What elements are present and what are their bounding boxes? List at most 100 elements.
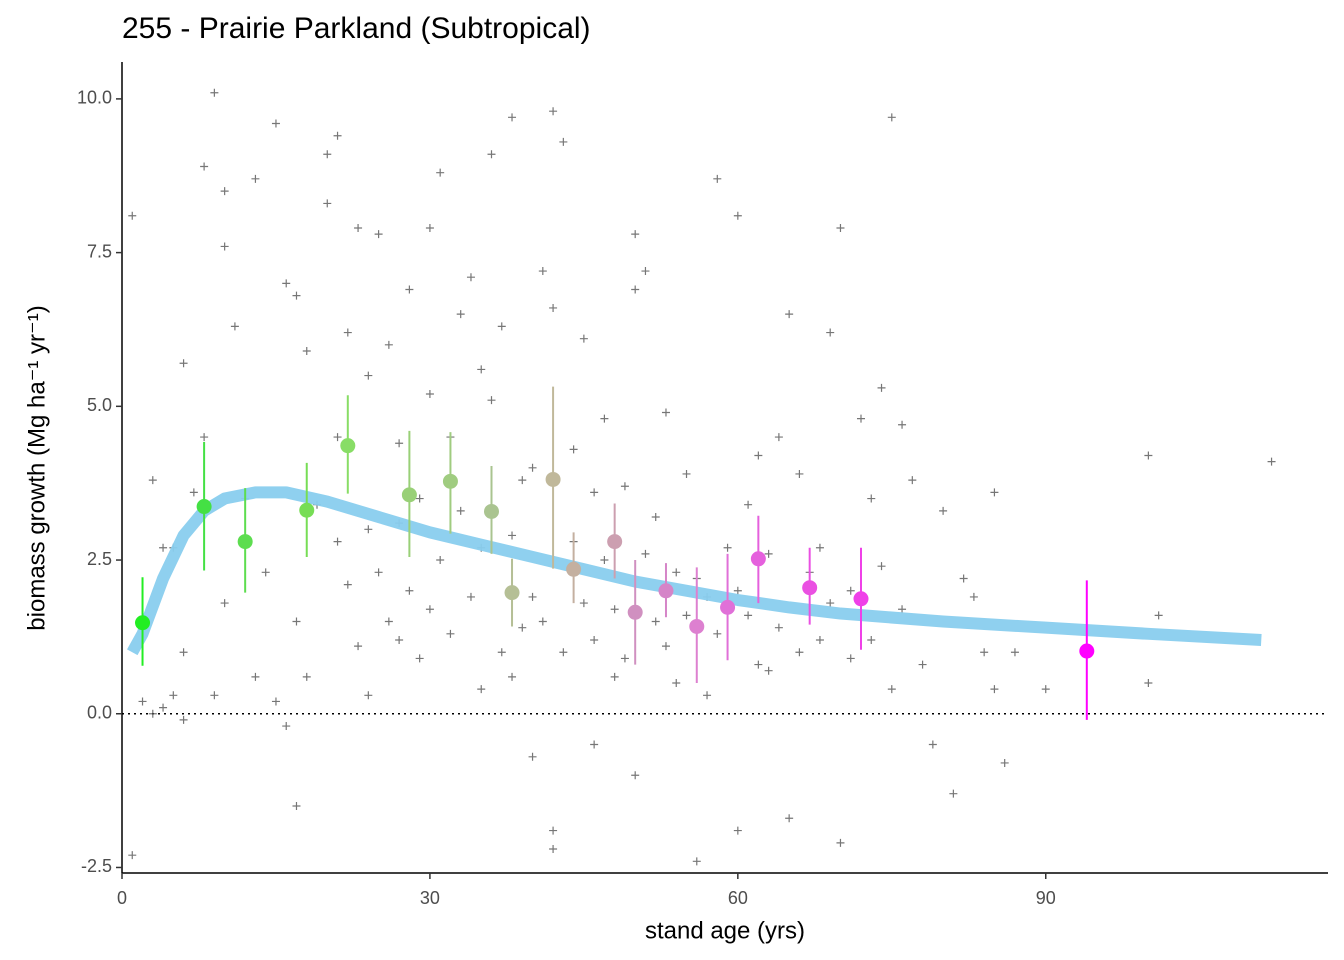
data-point bbox=[682, 611, 691, 620]
data-point bbox=[815, 543, 824, 552]
mean-point bbox=[483, 503, 499, 519]
chart-title: 255 - Prairie Parkland (Subtropical) bbox=[122, 12, 591, 45]
data-point bbox=[579, 334, 588, 343]
data-point bbox=[1144, 679, 1153, 688]
y-tick-label: 10.0 bbox=[77, 88, 112, 108]
data-point bbox=[364, 691, 373, 700]
data-point bbox=[230, 322, 239, 331]
data-point bbox=[1041, 685, 1050, 694]
data-point bbox=[867, 635, 876, 644]
data-point bbox=[733, 586, 742, 595]
data-point bbox=[795, 648, 804, 657]
data-point bbox=[415, 494, 424, 503]
mean-point bbox=[545, 471, 561, 487]
mean-point bbox=[442, 473, 458, 489]
data-point bbox=[179, 359, 188, 368]
data-point bbox=[189, 488, 198, 497]
data-point bbox=[877, 383, 886, 392]
mean-point bbox=[853, 591, 869, 607]
data-point bbox=[343, 580, 352, 589]
data-point bbox=[600, 414, 609, 423]
data-point bbox=[354, 642, 363, 651]
data-point bbox=[518, 476, 527, 485]
data-point bbox=[610, 672, 619, 681]
data-point bbox=[271, 119, 280, 128]
y-tick-label: 2.5 bbox=[87, 549, 112, 569]
data-point bbox=[323, 199, 332, 208]
data-point bbox=[631, 285, 640, 294]
data-point bbox=[918, 660, 927, 669]
data-point bbox=[959, 574, 968, 583]
mean-point bbox=[627, 604, 643, 620]
data-point bbox=[610, 605, 619, 614]
data-point bbox=[826, 599, 835, 608]
data-point bbox=[559, 137, 568, 146]
data-point bbox=[815, 635, 824, 644]
data-point bbox=[764, 666, 773, 675]
mean-point bbox=[340, 438, 356, 454]
data-point bbox=[251, 672, 260, 681]
data-point bbox=[364, 371, 373, 380]
data-point bbox=[405, 285, 414, 294]
data-point bbox=[128, 211, 137, 220]
data-point bbox=[754, 451, 763, 460]
data-point bbox=[446, 629, 455, 638]
data-point bbox=[405, 586, 414, 595]
data-point bbox=[538, 617, 547, 626]
data-point bbox=[179, 715, 188, 724]
data-point bbox=[887, 685, 896, 694]
data-point bbox=[590, 740, 599, 749]
data-point bbox=[508, 672, 517, 681]
data-point bbox=[487, 396, 496, 405]
data-point bbox=[292, 291, 301, 300]
data-point bbox=[169, 691, 178, 700]
data-point bbox=[220, 187, 229, 196]
data-point bbox=[980, 648, 989, 657]
data-point bbox=[333, 537, 342, 546]
data-point bbox=[559, 648, 568, 657]
y-tick-label: 5.0 bbox=[87, 395, 112, 415]
data-point bbox=[713, 174, 722, 183]
data-point bbox=[764, 549, 773, 558]
data-point bbox=[620, 654, 629, 663]
data-point bbox=[826, 328, 835, 337]
data-point bbox=[692, 857, 701, 866]
data-point bbox=[641, 267, 650, 276]
data-point bbox=[887, 113, 896, 122]
mean-point bbox=[750, 551, 766, 567]
data-point bbox=[928, 740, 937, 749]
data-point bbox=[549, 845, 558, 854]
data-point bbox=[159, 543, 168, 552]
data-point bbox=[774, 623, 783, 632]
data-point bbox=[343, 328, 352, 337]
data-point bbox=[282, 279, 291, 288]
data-point bbox=[651, 617, 660, 626]
data-point bbox=[538, 267, 547, 276]
data-point bbox=[733, 826, 742, 835]
data-point bbox=[200, 162, 209, 171]
data-point bbox=[713, 629, 722, 638]
y-tick-label: 7.5 bbox=[87, 241, 112, 261]
data-point bbox=[251, 174, 260, 183]
smooth-curve bbox=[127, 486, 1262, 656]
data-point bbox=[210, 88, 219, 97]
data-point bbox=[364, 525, 373, 534]
data-point bbox=[1144, 451, 1153, 460]
data-point bbox=[661, 642, 670, 651]
data-point bbox=[302, 672, 311, 681]
data-point bbox=[148, 476, 157, 485]
data-point bbox=[333, 131, 342, 140]
data-point bbox=[497, 648, 506, 657]
data-point bbox=[292, 617, 301, 626]
data-point bbox=[528, 592, 537, 601]
data-point bbox=[620, 482, 629, 491]
mean-point bbox=[504, 585, 520, 601]
data-point bbox=[672, 679, 681, 688]
mean-point bbox=[689, 618, 705, 634]
data-point bbox=[466, 273, 475, 282]
data-point bbox=[487, 150, 496, 159]
data-point bbox=[374, 230, 383, 239]
data-point bbox=[425, 390, 434, 399]
data-point bbox=[785, 814, 794, 823]
data-point bbox=[579, 599, 588, 608]
